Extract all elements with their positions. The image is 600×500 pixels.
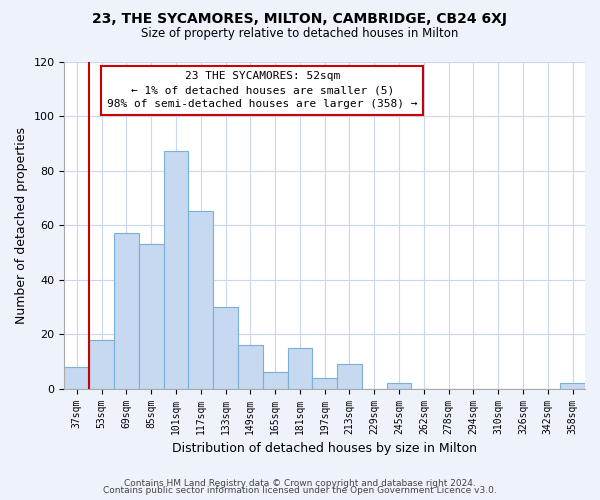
Text: Contains HM Land Registry data © Crown copyright and database right 2024.: Contains HM Land Registry data © Crown c…: [124, 478, 476, 488]
Bar: [263, 372, 287, 388]
Text: Contains public sector information licensed under the Open Government Licence v3: Contains public sector information licen…: [103, 486, 497, 495]
Bar: [139, 244, 164, 388]
Bar: [114, 234, 139, 388]
Bar: [560, 383, 585, 388]
Bar: [213, 307, 238, 388]
Bar: [313, 378, 337, 388]
Bar: [337, 364, 362, 388]
Bar: [287, 348, 313, 389]
Y-axis label: Number of detached properties: Number of detached properties: [15, 126, 28, 324]
Bar: [64, 367, 89, 388]
Text: 23 THE SYCAMORES: 52sqm
← 1% of detached houses are smaller (5)
98% of semi-deta: 23 THE SYCAMORES: 52sqm ← 1% of detached…: [107, 72, 418, 110]
X-axis label: Distribution of detached houses by size in Milton: Distribution of detached houses by size …: [172, 442, 477, 455]
Bar: [386, 383, 412, 388]
Bar: [164, 152, 188, 388]
Bar: [89, 340, 114, 388]
Text: 23, THE SYCAMORES, MILTON, CAMBRIDGE, CB24 6XJ: 23, THE SYCAMORES, MILTON, CAMBRIDGE, CB…: [92, 12, 508, 26]
Bar: [188, 212, 213, 388]
Text: Size of property relative to detached houses in Milton: Size of property relative to detached ho…: [142, 28, 458, 40]
Bar: [238, 345, 263, 389]
